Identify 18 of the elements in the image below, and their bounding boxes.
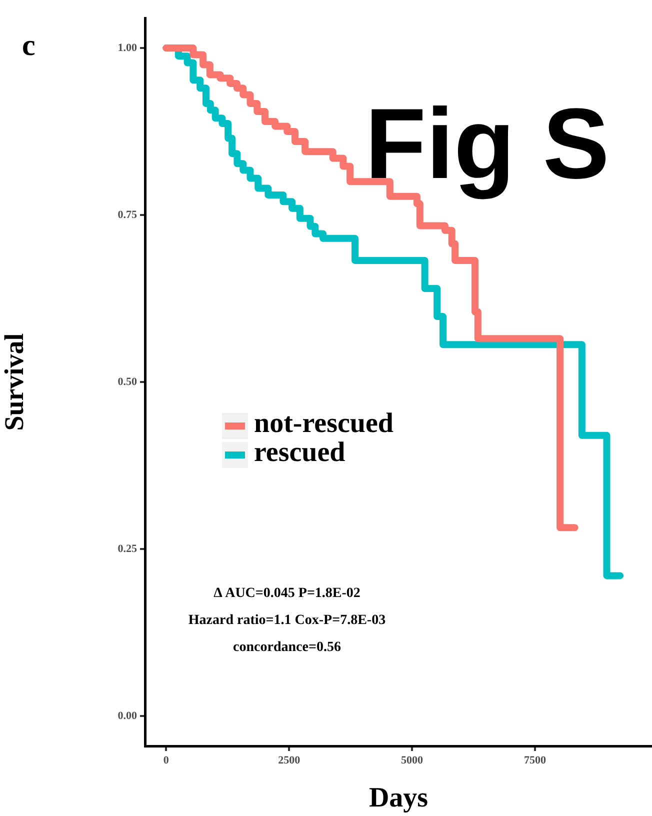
annotation: Δ AUC=0.045 P=1.8E-02 — [214, 586, 360, 601]
x-tick-label: 7500 — [524, 754, 546, 766]
y-tick-label: 0.50 — [118, 376, 138, 388]
annotation: Hazard ratio=1.1 Cox-P=7.8E-03 — [188, 613, 386, 628]
text: c — [22, 29, 36, 62]
x-tick-label: 2500 — [278, 754, 301, 766]
y-tick-label: 1.00 — [118, 42, 138, 54]
annotation: Fig S — [365, 88, 610, 200]
legend-label: not-rescued — [254, 408, 394, 440]
annotation: concordance=0.56 — [233, 640, 341, 655]
y-tick-label: 0.00 — [118, 710, 138, 722]
y-axis-title: Survival — [0, 332, 30, 431]
x-axis-title: Days — [368, 782, 428, 814]
y-tick-label: 0.25 — [118, 542, 138, 555]
x-tick-label: 5000 — [401, 754, 424, 766]
y-tick-label: 0.75 — [118, 208, 138, 221]
x-tick-label: 0 — [163, 754, 170, 766]
legend-label: rescued — [254, 437, 346, 468]
